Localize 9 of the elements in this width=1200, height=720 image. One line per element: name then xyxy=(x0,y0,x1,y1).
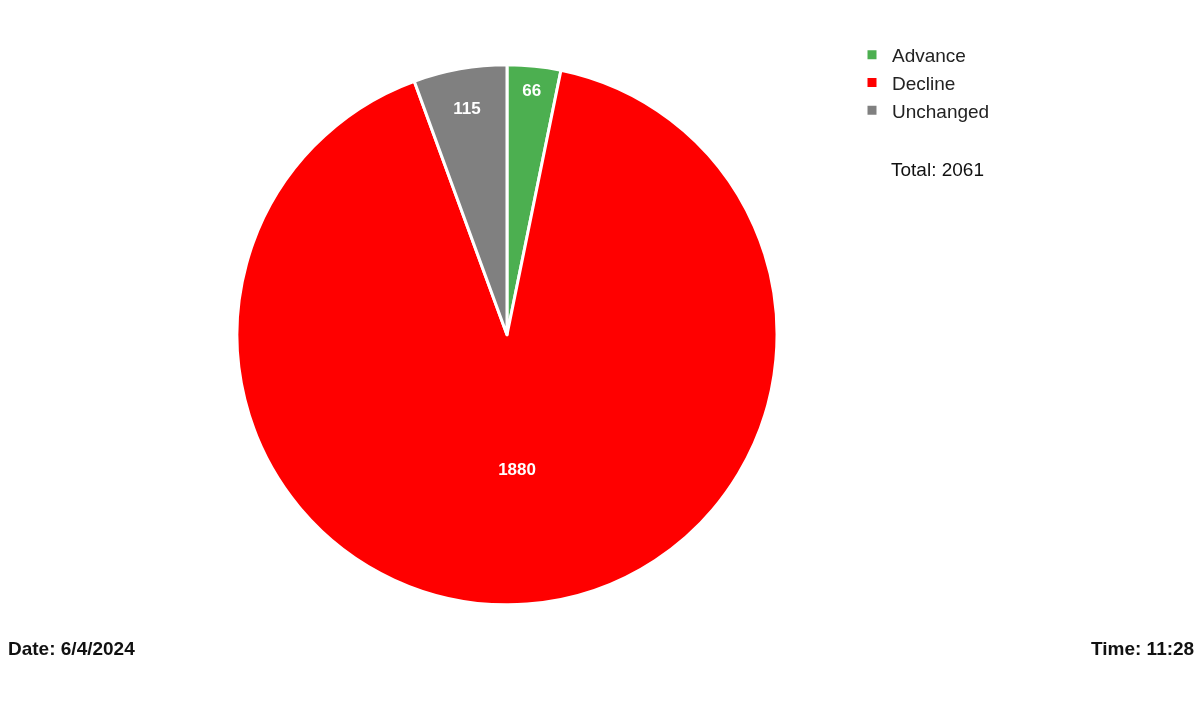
legend-label: Decline xyxy=(892,72,956,94)
text: Time: 11:28 xyxy=(1091,638,1195,659)
legend-label: Advance xyxy=(892,45,966,67)
data-label: 1880 xyxy=(498,459,536,479)
data-label: 66 xyxy=(522,81,542,101)
legend-label: Unchanged xyxy=(892,100,990,122)
text: Total: 2061 xyxy=(891,159,984,180)
text: Date: 6/4/2024 xyxy=(8,638,136,659)
data-label: 115 xyxy=(453,98,481,118)
